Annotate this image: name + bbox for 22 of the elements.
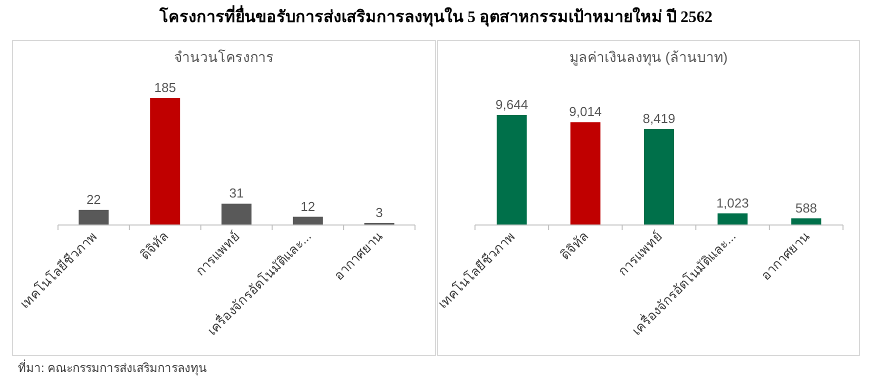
bar — [496, 115, 527, 225]
chart-title: โครงการที่ยื่นขอรับการส่งเสริมการลงทุนใน 5 อุตสาหกรรมเป้าหมายใหม่ ปี 2562 — [158, 5, 712, 27]
data-label: 9,644 — [496, 97, 528, 112]
bar — [222, 204, 252, 225]
data-label: 185 — [154, 80, 176, 95]
data-label: 8,419 — [642, 110, 676, 126]
bar — [150, 98, 180, 225]
text: ที่มา: คณะกรรมการส่งเสริมการลงทุน — [18, 359, 207, 376]
data-label: 9,014 — [569, 104, 602, 120]
bar — [570, 122, 600, 225]
bar — [292, 216, 323, 225]
bar — [78, 210, 109, 225]
bar — [644, 128, 674, 225]
data-label: 22 — [86, 192, 101, 207]
data-label: 31 — [229, 186, 244, 201]
data-label: 12 — [300, 198, 316, 214]
data-label: 1,023 — [716, 195, 749, 210]
data-label: 3 — [376, 204, 383, 220]
chart-subtitle: จำนวนโครงการ — [174, 49, 274, 65]
chart-subtitle: มูลค่าเงินลงทุน (ล้านบาท) — [569, 49, 728, 66]
bar — [718, 213, 748, 225]
data-label: 588 — [795, 200, 818, 216]
